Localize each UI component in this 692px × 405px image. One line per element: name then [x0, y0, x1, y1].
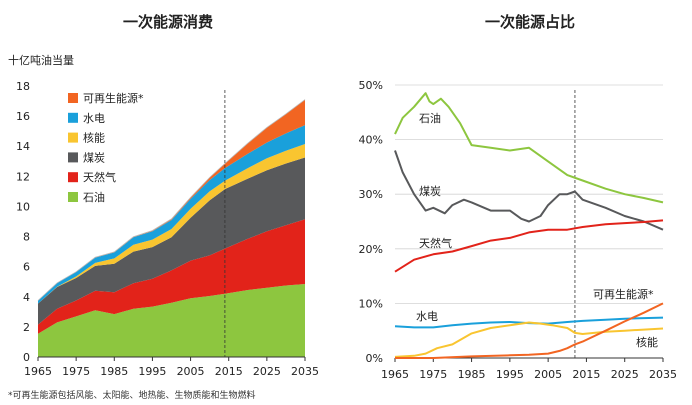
right-x-tick-label: 1985 [458, 368, 486, 381]
area-series-band [38, 125, 305, 304]
share-line-series [394, 321, 664, 358]
right-y-tick-label: 20% [359, 243, 383, 256]
right-x-tick-label: 1965 [381, 368, 409, 381]
series-direct-label: 天然气 [419, 236, 452, 250]
left-x-tick-label: 2035 [291, 365, 319, 378]
area-series-band [38, 219, 305, 334]
left-x-tick-label: 1965 [24, 365, 52, 378]
right-x-tick-label: 2025 [611, 368, 639, 381]
legend-swatch [68, 152, 78, 163]
left-y-tick-label: 16 [16, 110, 30, 123]
legend-swatch [68, 172, 78, 183]
right-y-tick-label: 30% [359, 188, 383, 201]
legend-label: 石油 [83, 190, 105, 204]
left-y-tick-label: 0 [23, 351, 30, 364]
series-direct-label: 核能 [636, 335, 658, 349]
left-x-tick-label: 2005 [177, 365, 205, 378]
area-series-band [38, 284, 305, 357]
left-x-tick-label: 2025 [253, 365, 281, 378]
right-x-tick-label: 2035 [649, 368, 677, 381]
series-direct-label: 水电 [416, 310, 438, 323]
left-y-tick-label: 2 [23, 321, 30, 334]
footnote: *可再生能源包括风能、太阳能、地热能、生物质能和生物燃料 [8, 389, 256, 401]
right-x-tick-label: 1995 [496, 368, 524, 381]
left-y-tick-label: 4 [23, 291, 30, 304]
share-line-series [395, 302, 664, 359]
left-y-tick-label: 12 [16, 170, 30, 183]
left-plot-area: 0 2 4 6 8 10 12 14 16 18 1965 1975 1985 1995 2005 2015 2… [16, 80, 319, 378]
share-line-series [394, 92, 664, 204]
left-chart-title: 一次能源消费 [123, 13, 213, 31]
area-series-band [38, 157, 305, 325]
left-x-tick-label: 2015 [215, 365, 243, 378]
series-direct-label: 煤炭 [419, 185, 441, 198]
left-y-tick-label: 14 [16, 140, 30, 153]
area-total-outline [37, 99, 306, 301]
legend-label: 水电 [83, 112, 105, 125]
right-x-tick-label: 2005 [534, 368, 562, 381]
left-y-axis-unit: 十亿吨油当量 [8, 53, 74, 67]
right-y-tick-label: 40% [359, 134, 383, 147]
legend-label: 煤炭 [83, 151, 105, 164]
legend-swatch [68, 132, 78, 143]
legend-label: 核能 [83, 131, 105, 145]
legend-label: 天然气 [83, 170, 116, 184]
left-y-tick-label: 10 [16, 200, 30, 213]
right-y-tick-label: 0% [366, 352, 383, 365]
left-x-tick-label: 1985 [100, 365, 128, 378]
share-line-series [394, 150, 664, 231]
left-y-tick-label: 6 [23, 261, 30, 274]
legend-swatch [68, 112, 78, 123]
left-x-tick-label: 1975 [62, 365, 90, 378]
area-series-band [38, 144, 305, 304]
right-chart-title: 一次能源占比 [485, 13, 575, 31]
right-y-tick-label: 50% [359, 79, 383, 92]
right-x-tick-label: 1975 [419, 368, 447, 381]
legend-swatch [68, 93, 78, 103]
left-y-tick-label: 18 [16, 80, 30, 93]
legend-label: 可再生能源* [83, 91, 144, 105]
left-y-tick-label: 8 [23, 231, 30, 244]
series-direct-label: 可再生能源* [593, 287, 654, 301]
series-direct-label: 石油 [419, 111, 441, 125]
right-y-tick-label: 10% [359, 297, 383, 310]
share-line-series [394, 219, 664, 273]
left-x-tick-label: 1995 [138, 365, 166, 378]
legend-swatch [68, 192, 78, 202]
right-x-tick-label: 2015 [572, 368, 600, 381]
right-plot-area: 0% 10% 20% 30% 40% 50% 1965 1975 1985 1995 2005 201… [359, 79, 677, 381]
